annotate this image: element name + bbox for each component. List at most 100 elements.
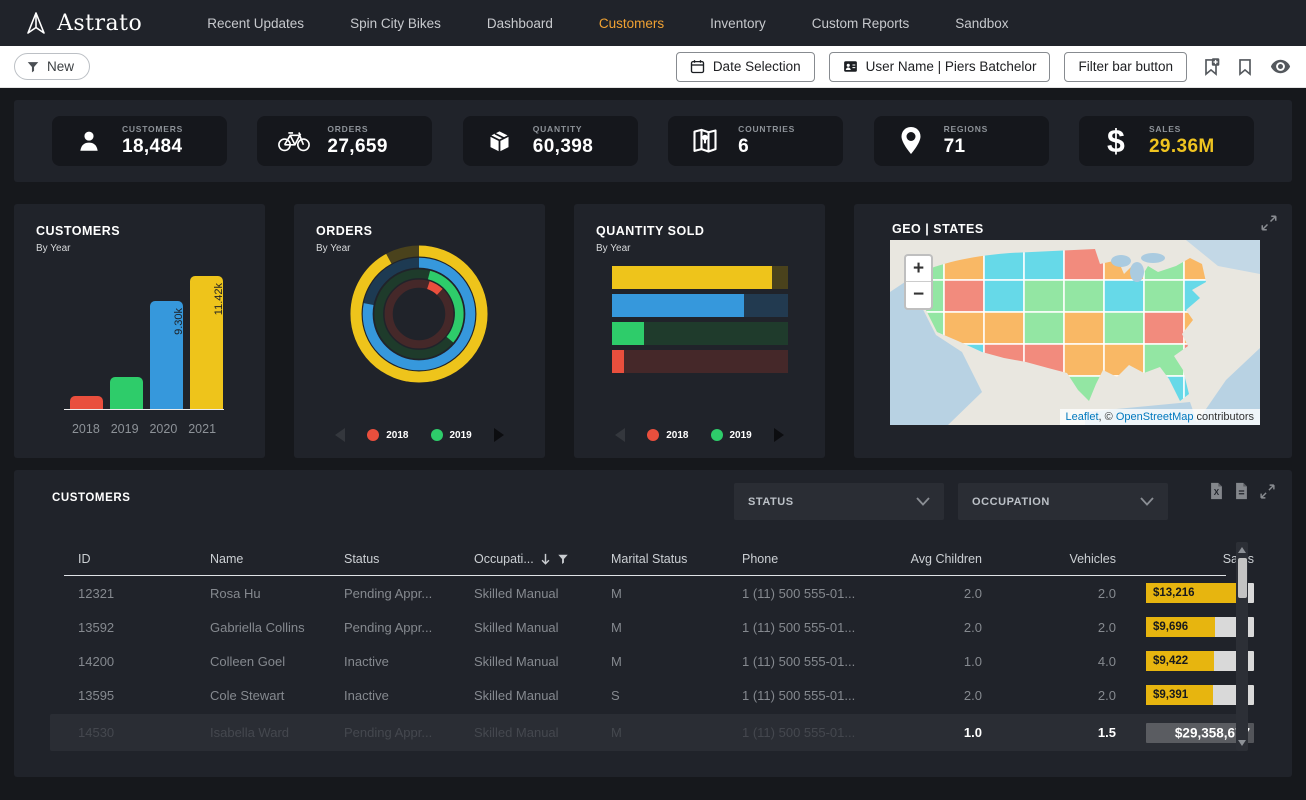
kpi-orders: ORDERS 27,659 — [257, 116, 432, 166]
x-axis-labels: 2018 2019 2020 2021 — [64, 422, 224, 436]
occupation-dropdown[interactable]: OCCUPATION — [958, 483, 1168, 520]
dashboard-content: CUSTOMERS 18,484 ORDERS 27,659 — [0, 88, 1306, 800]
scroll-up-arrow-icon[interactable] — [1238, 547, 1246, 553]
table-scrollbar[interactable] — [1236, 542, 1248, 751]
calendar-icon — [690, 59, 705, 74]
nav-item-recent-updates[interactable]: Recent Updates — [207, 16, 304, 31]
bicycle-icon — [277, 128, 311, 154]
filter-bar-label: Filter bar button — [1078, 59, 1173, 74]
map-attribution: Leaflet, © OpenStreetMap contributors — [1060, 409, 1261, 425]
brand[interactable]: Astrato — [24, 11, 142, 36]
export-document-icon[interactable] — [1234, 482, 1249, 500]
sort-desc-icon — [540, 553, 551, 565]
expand-icon[interactable] — [1260, 214, 1278, 232]
charts-row: CUSTOMERS By Year 9.30k 11.42k 2018 2019… — [14, 204, 1292, 458]
bookmark-add-icon[interactable] — [1201, 57, 1221, 77]
chart-legend: 2018 2019 — [294, 428, 545, 442]
col-avg-children[interactable]: Avg Children — [874, 552, 982, 566]
kpi-label: CUSTOMERS — [122, 124, 183, 134]
osm-link[interactable]: OpenStreetMap — [1116, 411, 1194, 423]
table-row[interactable]: 13595Cole StewartInactiveSkilled ManualS… — [64, 678, 1226, 712]
map-icon — [688, 127, 722, 155]
zoom-in-button[interactable]: + — [906, 256, 931, 282]
scroll-down-arrow-icon[interactable] — [1238, 740, 1246, 746]
kpi-value: 18,484 — [122, 136, 183, 158]
col-occupation[interactable]: Occupati... — [460, 552, 597, 566]
chevron-down-icon — [1140, 497, 1154, 506]
zoom-out-button[interactable]: − — [906, 282, 931, 308]
expand-icon[interactable] — [1259, 483, 1276, 500]
col-name[interactable]: Name — [196, 552, 330, 566]
export-excel-icon[interactable]: X — [1209, 482, 1224, 500]
leaflet-map[interactable]: + − — [890, 240, 1260, 425]
kpi-countries: COUNTRIES 6 — [668, 116, 843, 166]
table-row[interactable]: 12321Rosa HuPending Appr...Skilled Manua… — [64, 576, 1226, 610]
col-id[interactable]: ID — [64, 552, 196, 566]
filter-bar-button[interactable]: Filter bar button — [1064, 52, 1187, 82]
table-title: CUSTOMERS — [52, 492, 130, 504]
dollar-icon: $ — [1099, 123, 1133, 160]
total-vehicles: 1.5 — [982, 725, 1116, 740]
date-selection-label: Date Selection — [713, 59, 801, 74]
status-dropdown[interactable]: STATUS — [734, 483, 944, 520]
eye-icon[interactable] — [1269, 55, 1292, 78]
chart-subtitle: By Year — [36, 243, 243, 254]
table-filters: STATUS OCCUPATION — [734, 483, 1168, 520]
nav-item-inventory[interactable]: Inventory — [710, 16, 766, 31]
nav-item-dashboard[interactable]: Dashboard — [487, 16, 553, 31]
user-name-label: User Name | Piers Batchelor — [866, 59, 1037, 74]
new-filter-button[interactable]: New — [14, 53, 90, 80]
new-filter-label: New — [47, 59, 74, 74]
column-filter-icon[interactable] — [557, 553, 569, 565]
us-states-choropleth — [890, 240, 1260, 425]
top-nav: Astrato Recent Updates Spin City Bikes D… — [0, 0, 1306, 46]
chart-legend: 2018 2019 — [574, 428, 825, 442]
col-sales[interactable]: Sales — [1116, 552, 1254, 566]
quantity-chart-panel: QUANTITY SOLD By Year 2018 2019 — [574, 204, 825, 458]
nav-item-sandbox[interactable]: Sandbox — [955, 16, 1008, 31]
astrato-logo-icon — [24, 11, 48, 35]
bookmark-icon[interactable] — [1235, 57, 1255, 77]
brand-name: Astrato — [57, 11, 142, 36]
nav-item-spin-city-bikes[interactable]: Spin City Bikes — [350, 16, 441, 31]
orders-chart-panel: ORDERS By Year 2018 2019 — [294, 204, 545, 458]
chart-title: CUSTOMERS — [36, 224, 243, 238]
nav-item-customers[interactable]: Customers — [599, 16, 664, 31]
kpi-strip: CUSTOMERS 18,484 ORDERS 27,659 — [14, 100, 1292, 182]
chevron-down-icon — [916, 497, 930, 506]
svg-text:X: X — [1214, 488, 1220, 497]
leaflet-link[interactable]: Leaflet — [1066, 411, 1099, 423]
user-name-button[interactable]: User Name | Piers Batchelor — [829, 52, 1051, 82]
astrato-dashboard: Astrato Recent Updates Spin City Bikes D… — [0, 0, 1306, 800]
legend-next-arrow-icon[interactable] — [774, 428, 784, 442]
kpi-sales: $ SALES 29.36M — [1079, 116, 1254, 166]
quantity-hbar-chart[interactable] — [612, 266, 788, 373]
package-icon — [483, 128, 517, 155]
col-vehicles[interactable]: Vehicles — [982, 552, 1116, 566]
date-selection-button[interactable]: Date Selection — [676, 52, 815, 82]
table-header-row: ID Name Status Occupati... Marital Statu… — [64, 542, 1226, 576]
filter-funnel-icon — [26, 60, 40, 74]
customers-chart-panel: CUSTOMERS By Year 9.30k 11.42k 2018 2019… — [14, 204, 265, 458]
customers-bar-chart[interactable]: 9.30k 11.42k — [64, 276, 224, 410]
table-totals-row: 14530 Isabella Ward Pending Appr... Skil… — [50, 714, 1240, 751]
kpi-quantity: QUANTITY 60,398 — [463, 116, 638, 166]
table-row[interactable]: 14200Colleen GoelInactiveSkilled ManualM… — [64, 644, 1226, 678]
geo-states-panel: GEO | STATES + − — [854, 204, 1292, 458]
filter-toolbar: New Date Selection — [0, 46, 1306, 88]
person-icon — [72, 127, 106, 155]
nav-item-custom-reports[interactable]: Custom Reports — [812, 16, 910, 31]
customers-table-panel: CUSTOMERS STATUS OCCUPATION X — [14, 470, 1292, 777]
legend-prev-arrow-icon[interactable] — [615, 428, 625, 442]
legend-next-arrow-icon[interactable] — [494, 428, 504, 442]
geo-title: GEO | STATES — [892, 222, 1276, 236]
col-status[interactable]: Status — [330, 552, 460, 566]
kpi-customers: CUSTOMERS 18,484 — [52, 116, 227, 166]
legend-prev-arrow-icon[interactable] — [335, 428, 345, 442]
orders-donut-chart[interactable] — [349, 244, 489, 384]
pin-icon — [894, 126, 928, 156]
scrollbar-thumb[interactable] — [1238, 558, 1247, 598]
col-marital-status[interactable]: Marital Status — [597, 552, 728, 566]
col-phone[interactable]: Phone — [728, 552, 874, 566]
table-row[interactable]: 13592Gabriella CollinsPending Appr...Ski… — [64, 610, 1226, 644]
